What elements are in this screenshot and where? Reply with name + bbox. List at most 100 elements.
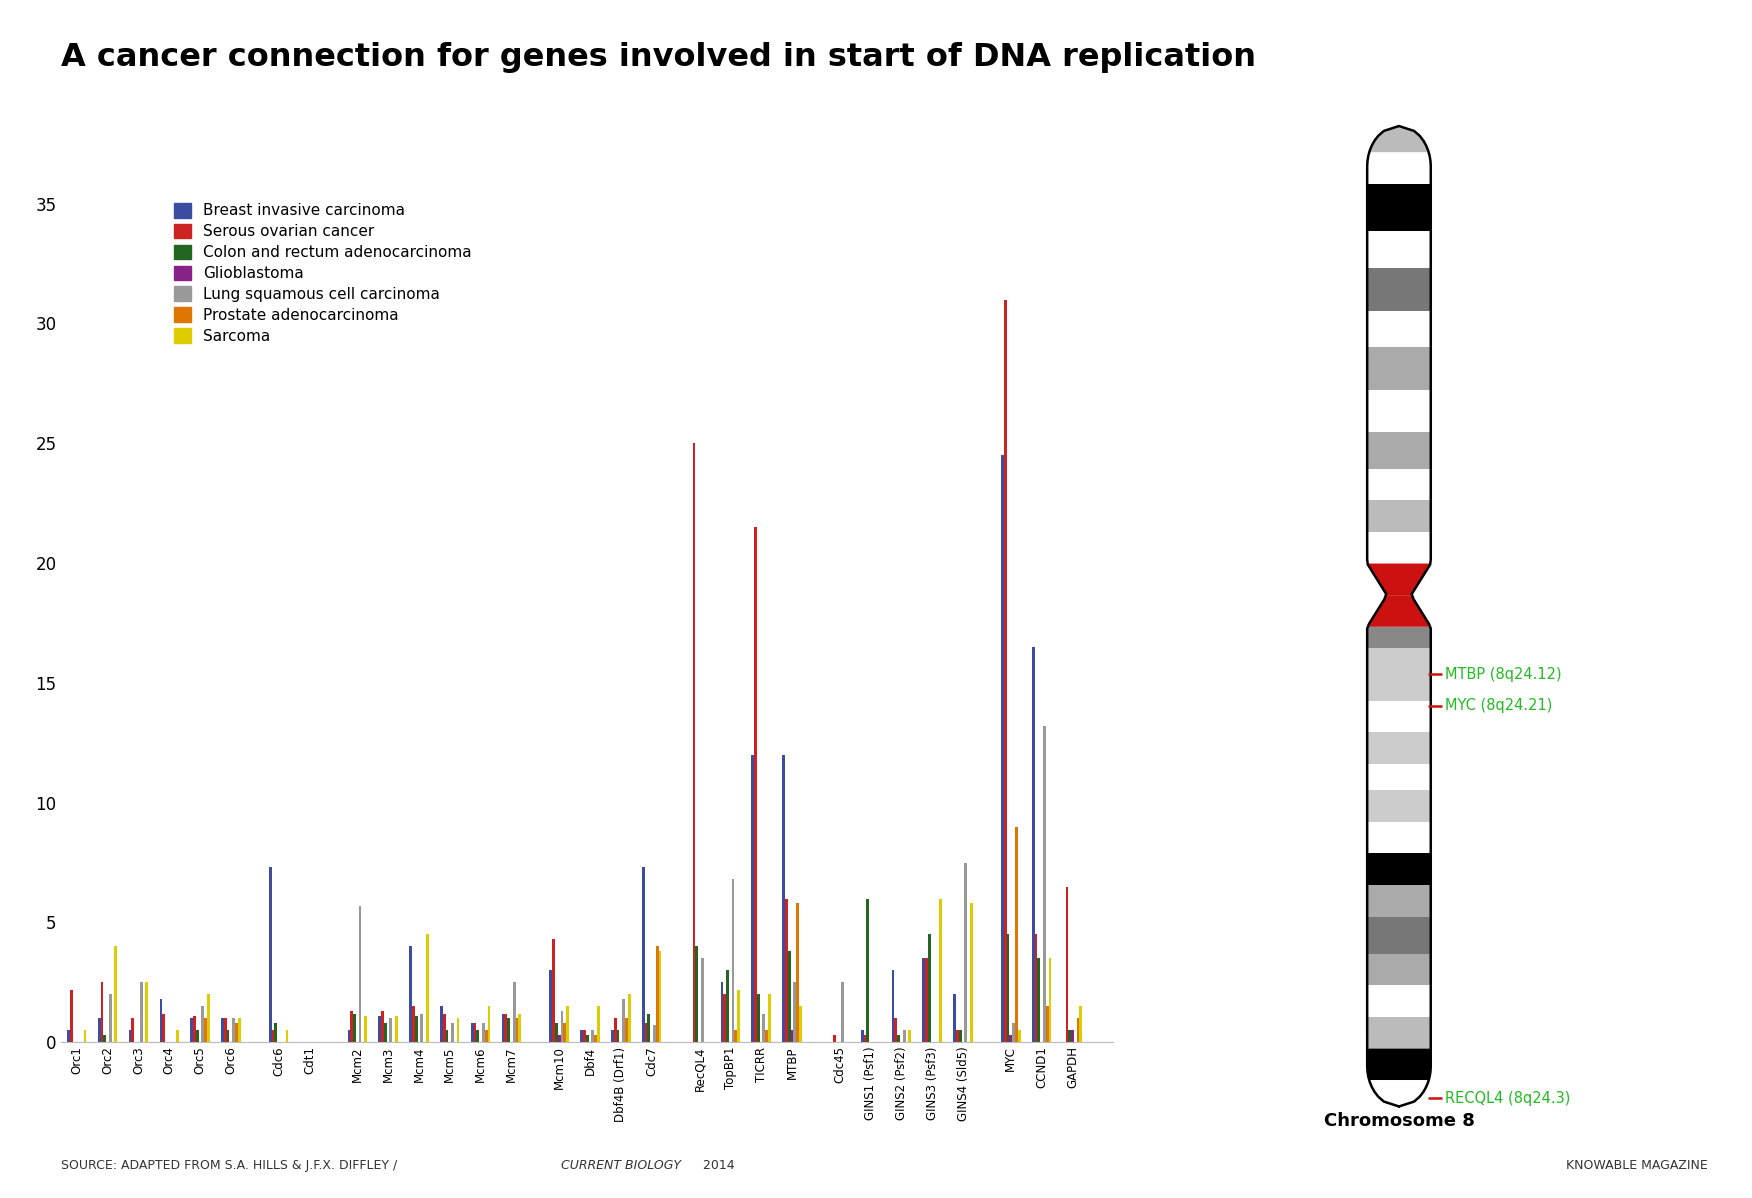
Bar bbox=[1070, 1030, 1074, 1042]
Polygon shape bbox=[1367, 916, 1431, 954]
Bar bbox=[378, 1016, 382, 1042]
Bar bbox=[70, 990, 72, 1042]
Bar bbox=[597, 1006, 599, 1042]
Polygon shape bbox=[1367, 347, 1431, 389]
Text: MTBP (8q24.12): MTBP (8q24.12) bbox=[1445, 667, 1561, 682]
Bar bbox=[394, 1016, 398, 1042]
Bar bbox=[1042, 726, 1046, 1042]
Bar bbox=[233, 1018, 235, 1042]
Polygon shape bbox=[1367, 954, 1431, 985]
Bar bbox=[867, 898, 869, 1042]
Bar bbox=[482, 1023, 485, 1042]
Bar bbox=[734, 1030, 738, 1042]
Legend: Breast invasive carcinoma, Serous ovarian cancer, Colon and rectum adenocarcinom: Breast invasive carcinoma, Serous ovaria… bbox=[173, 202, 471, 344]
Bar bbox=[902, 1030, 906, 1042]
Bar bbox=[953, 994, 957, 1042]
Polygon shape bbox=[1367, 791, 1431, 822]
Bar bbox=[564, 1023, 566, 1042]
Bar bbox=[555, 1023, 557, 1042]
Bar bbox=[1000, 455, 1004, 1042]
Bar bbox=[364, 1016, 366, 1042]
Polygon shape bbox=[1367, 674, 1431, 701]
Bar bbox=[617, 1030, 620, 1042]
Bar bbox=[1046, 1006, 1048, 1042]
Bar bbox=[724, 994, 725, 1042]
Bar bbox=[585, 1035, 589, 1042]
Bar bbox=[109, 994, 112, 1042]
Bar bbox=[443, 1014, 445, 1042]
Bar bbox=[613, 1018, 617, 1042]
Bar bbox=[895, 1018, 897, 1042]
Text: MYC (8q24.21): MYC (8q24.21) bbox=[1445, 698, 1552, 713]
Bar bbox=[84, 1030, 86, 1042]
Bar bbox=[738, 990, 739, 1042]
Bar bbox=[359, 906, 361, 1042]
Text: Chromosome 8: Chromosome 8 bbox=[1323, 1112, 1475, 1130]
Bar bbox=[426, 934, 429, 1042]
Bar bbox=[193, 1016, 196, 1042]
Bar bbox=[440, 1006, 443, 1042]
Polygon shape bbox=[1367, 389, 1431, 431]
Bar bbox=[799, 1006, 802, 1042]
Bar bbox=[1032, 647, 1035, 1042]
Bar bbox=[908, 1030, 911, 1042]
Bar bbox=[1077, 1018, 1079, 1042]
Bar bbox=[412, 1006, 415, 1042]
Bar bbox=[957, 1030, 958, 1042]
Bar bbox=[382, 1011, 384, 1042]
Bar bbox=[594, 1035, 597, 1042]
Bar bbox=[692, 443, 696, 1042]
Bar bbox=[389, 1018, 392, 1042]
Bar bbox=[645, 1023, 648, 1042]
Bar bbox=[145, 982, 149, 1042]
Polygon shape bbox=[1367, 184, 1431, 231]
Polygon shape bbox=[1370, 1081, 1428, 1107]
Bar bbox=[505, 1014, 508, 1042]
Polygon shape bbox=[1367, 563, 1431, 595]
Bar bbox=[347, 1030, 350, 1042]
Polygon shape bbox=[1367, 732, 1431, 764]
Bar bbox=[513, 982, 515, 1042]
Polygon shape bbox=[1367, 468, 1431, 501]
Bar bbox=[384, 1023, 387, 1042]
Polygon shape bbox=[1367, 532, 1431, 563]
Polygon shape bbox=[1367, 152, 1431, 184]
Bar bbox=[487, 1006, 491, 1042]
Bar bbox=[1018, 1030, 1020, 1042]
Polygon shape bbox=[1367, 1017, 1431, 1048]
Polygon shape bbox=[1367, 701, 1431, 732]
Polygon shape bbox=[1367, 310, 1431, 347]
Bar bbox=[286, 1030, 289, 1042]
Bar bbox=[471, 1023, 473, 1042]
Bar bbox=[191, 1018, 193, 1042]
Bar bbox=[557, 1035, 561, 1042]
Bar bbox=[238, 1018, 240, 1042]
Polygon shape bbox=[1367, 853, 1431, 885]
Polygon shape bbox=[1367, 985, 1431, 1017]
Bar bbox=[757, 994, 760, 1042]
Bar bbox=[659, 951, 661, 1042]
Bar bbox=[508, 1018, 510, 1042]
Bar bbox=[648, 1014, 650, 1042]
Bar bbox=[611, 1030, 613, 1042]
Bar bbox=[350, 1011, 354, 1042]
Bar bbox=[832, 1035, 836, 1042]
Bar bbox=[477, 1030, 480, 1042]
Bar bbox=[140, 982, 142, 1042]
Bar bbox=[625, 1018, 627, 1042]
Bar bbox=[1069, 1030, 1070, 1042]
Bar bbox=[1009, 1035, 1013, 1042]
Bar bbox=[226, 1030, 230, 1042]
Bar bbox=[177, 1030, 179, 1042]
Bar bbox=[550, 970, 552, 1042]
Bar bbox=[958, 1030, 962, 1042]
Polygon shape bbox=[1367, 231, 1431, 268]
Polygon shape bbox=[1367, 648, 1431, 674]
Bar bbox=[701, 958, 704, 1042]
Polygon shape bbox=[1370, 126, 1428, 152]
Bar bbox=[473, 1023, 477, 1042]
Bar bbox=[272, 1030, 275, 1042]
Bar bbox=[592, 1030, 594, 1042]
Bar bbox=[519, 1014, 520, 1042]
Bar bbox=[415, 1016, 417, 1042]
